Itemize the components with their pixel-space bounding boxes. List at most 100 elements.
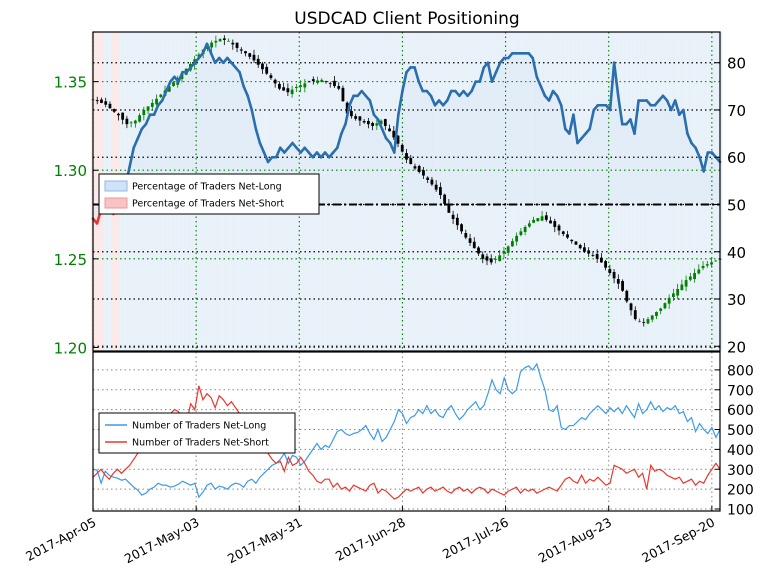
- candle-body: [697, 269, 701, 274]
- candle-body: [578, 244, 582, 249]
- net-long-line-segment: [608, 61, 616, 112]
- net-long-line-segment: [694, 146, 701, 159]
- candle-body: [358, 116, 362, 121]
- candle-body: [248, 53, 252, 57]
- candle-body: [460, 224, 463, 232]
- candle-body: [150, 102, 154, 107]
- net-long-count-line: [92, 362, 721, 499]
- candle-body: [621, 281, 624, 291]
- net-long-line-segment: [242, 85, 250, 98]
- net-long-line-segment: [682, 108, 689, 135]
- candle-body: [523, 226, 527, 232]
- count-tick-label: 300: [727, 463, 754, 479]
- count-tick-label: 500: [727, 423, 754, 439]
- count-tick-label: 600: [727, 403, 754, 419]
- candle-body: [638, 320, 641, 322]
- candle-body: [400, 144, 404, 152]
- candle-body: [269, 75, 273, 79]
- candle-body: [616, 279, 620, 284]
- percent-tick-label: 40: [727, 244, 746, 262]
- candle-body: [324, 81, 328, 82]
- candle-body: [532, 219, 535, 223]
- price-tick-label: 1.20: [54, 339, 87, 357]
- net-long-line-segment: [335, 132, 343, 150]
- legend-swatch: [104, 197, 128, 209]
- candle-body: [587, 250, 591, 254]
- candle-body: [311, 79, 315, 82]
- candle-body: [422, 170, 425, 176]
- candle-body: [121, 112, 125, 120]
- candle-body: [345, 102, 349, 114]
- count-tick-label: 400: [727, 443, 754, 459]
- count-tick-label: 800: [727, 363, 754, 379]
- candle-body: [540, 216, 544, 221]
- candle-body: [138, 115, 141, 122]
- candle-body: [100, 99, 103, 103]
- candle-body: [383, 119, 387, 126]
- candle-body: [591, 255, 595, 256]
- candle-body: [112, 108, 116, 112]
- net-long-line-segment: [392, 113, 400, 154]
- candle-body: [502, 250, 506, 254]
- candle-body: [218, 39, 222, 42]
- candle-body: [396, 135, 400, 144]
- percent-tick-label: 20: [727, 338, 746, 356]
- date-tick-label: 2017-May-31: [225, 514, 305, 566]
- bottom-panel-frame: [92, 351, 721, 512]
- candle-body: [104, 101, 108, 105]
- candle-body: [290, 89, 294, 95]
- candle-body: [701, 265, 705, 269]
- candle-body: [222, 38, 226, 40]
- candle-body: [693, 273, 696, 280]
- candle-body: [612, 272, 616, 279]
- candle-body: [714, 260, 718, 262]
- candle-body: [261, 63, 264, 70]
- net-long-line-segment: [673, 99, 681, 116]
- candle-body: [655, 312, 658, 317]
- candle-body: [583, 247, 586, 252]
- net-long-line-segment: [612, 61, 620, 98]
- candle-body: [350, 111, 353, 117]
- net-long-line-segment: [539, 85, 547, 98]
- candle-body: [159, 94, 163, 97]
- date-tick-label: 2017-Apr-05: [23, 514, 98, 564]
- net-long-line-segment: [344, 103, 351, 126]
- net-long-line-segment: [128, 146, 136, 168]
- candle-body: [117, 113, 120, 116]
- net-long-line-segment: [368, 99, 376, 116]
- net-long-line-segment: [555, 94, 563, 107]
- legend-label: Percentage of Traders Net-Short: [132, 199, 284, 210]
- date-tick-label: 2017-Jul-26: [440, 514, 511, 561]
- count-tick-label: 700: [727, 383, 754, 399]
- candle-body: [299, 85, 302, 87]
- date-tick-label: 2017-May-03: [122, 514, 202, 566]
- candle-body: [320, 79, 324, 82]
- candle-body: [595, 253, 599, 259]
- net-long-line-segment: [572, 113, 579, 145]
- percent-tick-label: 60: [727, 149, 746, 167]
- net-long-line-segment: [397, 89, 404, 116]
- candle-body: [333, 80, 336, 87]
- net-long-line-segment: [258, 141, 266, 154]
- percent-tick-label: 30: [727, 291, 746, 309]
- candle-body: [265, 66, 269, 74]
- net-long-line-segment: [547, 89, 555, 102]
- candle-body: [256, 58, 260, 65]
- candle-body: [443, 194, 447, 204]
- candle-body: [239, 49, 243, 51]
- candle-body: [650, 315, 654, 320]
- net-long-line-segment: [559, 103, 567, 131]
- net-long-line-segment: [250, 108, 258, 131]
- candle-body: [604, 261, 608, 268]
- legend-label: Number of Traders Net-Long: [132, 421, 266, 432]
- net-long-line-segment: [490, 70, 498, 83]
- net-long-line-segment: [429, 94, 437, 107]
- candle-body: [375, 123, 379, 126]
- net-long-line-segment: [246, 94, 254, 112]
- net-long-line-segment: [380, 127, 388, 140]
- candle-body: [278, 83, 281, 89]
- candle-body: [286, 88, 290, 93]
- candle-body: [366, 120, 370, 125]
- candle-body: [485, 256, 489, 261]
- candle-body: [252, 54, 256, 61]
